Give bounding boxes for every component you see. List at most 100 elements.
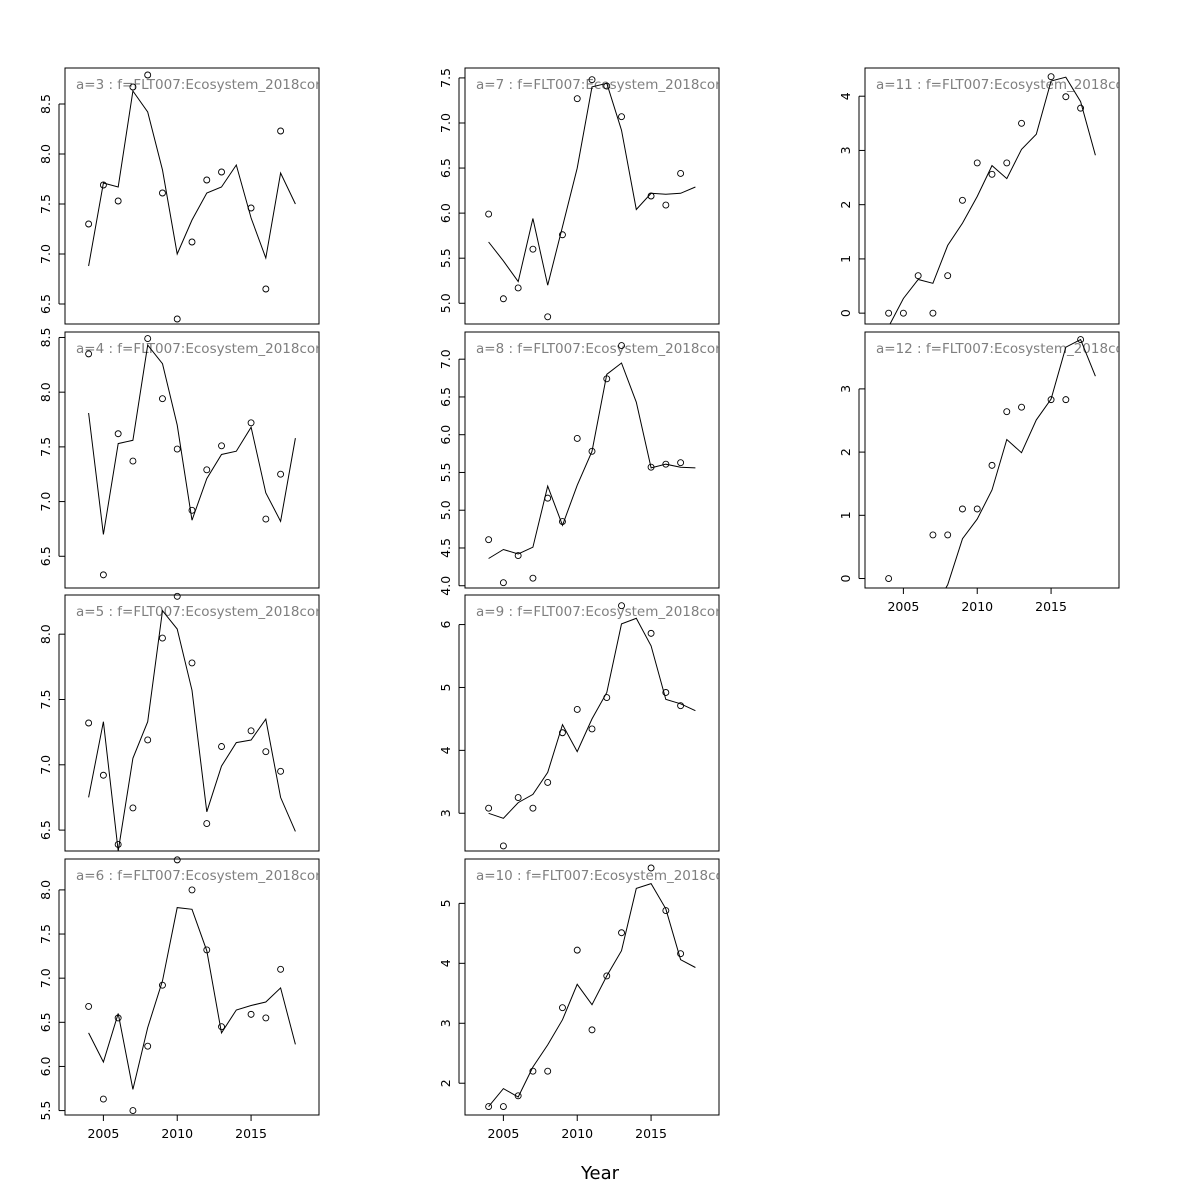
observed-point bbox=[1062, 93, 1070, 101]
fitted-line bbox=[488, 362, 696, 559]
y-tick-label: 7.5 bbox=[438, 68, 453, 88]
observed-point bbox=[129, 804, 137, 812]
observed-point bbox=[1018, 119, 1025, 127]
observed-point bbox=[173, 592, 181, 600]
observed-point bbox=[499, 579, 507, 587]
observed-point bbox=[588, 76, 596, 84]
panel: a=8 : f=FLT007:Ecosystem_2018cor 4.0 4.5 5.… bbox=[438, 331, 720, 596]
x-tick-label: 2015 bbox=[1035, 599, 1067, 614]
panel: a=6 : f=FLT007:Ecosystem_2018cor 5.5 6.0 6.… bbox=[38, 856, 321, 1141]
observed-point bbox=[603, 375, 611, 383]
observed-point bbox=[218, 1023, 225, 1031]
observed-point bbox=[647, 864, 655, 872]
observed-point bbox=[1003, 408, 1011, 416]
y-tick-label: 5 bbox=[438, 683, 453, 691]
y-tick-label: 7.0 bbox=[38, 492, 53, 512]
observed-point bbox=[973, 505, 981, 513]
observed-point bbox=[1077, 104, 1085, 112]
fitted-line bbox=[889, 76, 1096, 324]
observed-point bbox=[514, 552, 522, 559]
y-tick-label: 5.0 bbox=[438, 293, 453, 313]
observed-point bbox=[262, 515, 270, 523]
observed-point bbox=[129, 83, 137, 91]
y-tick-label: 6.5 bbox=[38, 294, 53, 314]
observed-point bbox=[218, 168, 225, 176]
panel: a=3 : f=FLT007:Ecosystem_2018cor 6.5 7.0 7.… bbox=[38, 67, 320, 325]
observed-point bbox=[277, 767, 285, 775]
observed-point bbox=[99, 181, 107, 189]
panel-label: a=4 : f=FLT007:Ecosystem_2018cor bbox=[76, 341, 321, 357]
observed-point bbox=[885, 309, 893, 317]
observed-point bbox=[485, 536, 493, 544]
observed-point bbox=[85, 220, 93, 228]
observed-point bbox=[544, 494, 552, 502]
observed-point bbox=[514, 1092, 522, 1100]
y-tick-label: 7.0 bbox=[38, 244, 53, 264]
observed-point bbox=[85, 1002, 93, 1010]
observed-point bbox=[559, 518, 566, 525]
observed-point bbox=[247, 419, 255, 427]
observed-point bbox=[173, 856, 181, 864]
observed-point bbox=[618, 929, 625, 937]
observed-point bbox=[99, 1095, 107, 1103]
y-tick-label: 4 bbox=[438, 959, 453, 967]
observed-point bbox=[944, 272, 952, 280]
plot-frame bbox=[464, 594, 720, 852]
panel-label: a=5 : f=FLT007:Ecosystem_2018cor bbox=[76, 604, 321, 620]
observed-point bbox=[203, 946, 211, 954]
observed-point bbox=[129, 1107, 137, 1115]
panel-label: a=6 : f=FLT007:Ecosystem_2018cor bbox=[76, 868, 321, 884]
observed-point bbox=[159, 981, 166, 989]
observed-point bbox=[544, 778, 552, 786]
observed-point bbox=[988, 170, 996, 178]
observed-point bbox=[485, 210, 493, 218]
observed-point bbox=[959, 505, 966, 513]
fitted-line bbox=[88, 343, 296, 535]
observed-point bbox=[1047, 396, 1055, 404]
observed-point bbox=[529, 574, 537, 582]
observed-point bbox=[1077, 336, 1085, 344]
observed-point bbox=[559, 1004, 566, 1012]
observed-point bbox=[1047, 73, 1055, 81]
observed-point bbox=[662, 689, 670, 696]
observed-point bbox=[218, 442, 225, 450]
panel: a=7 : f=FLT007:Ecosystem_2018cor 5.0 5.5 6.… bbox=[438, 67, 720, 325]
y-tick-label: 7.5 bbox=[38, 437, 53, 457]
y-tick-label: 4 bbox=[438, 746, 453, 754]
observed-point bbox=[544, 313, 552, 321]
observed-point bbox=[929, 309, 937, 317]
observed-point bbox=[99, 571, 107, 579]
fitted-line bbox=[945, 338, 1096, 588]
observed-point bbox=[973, 159, 981, 167]
panel: a=5 : f=FLT007:Ecosystem_2018cor 6.5 7.0 7.… bbox=[38, 592, 321, 852]
observed-point bbox=[114, 841, 122, 848]
observed-point bbox=[677, 702, 685, 710]
observed-point bbox=[144, 736, 152, 744]
observed-point bbox=[277, 470, 285, 478]
observed-point bbox=[573, 946, 581, 954]
panel-label: a=10 : f=FLT007:Ecosystem_2018cor bbox=[476, 868, 730, 884]
y-tick-label: 3 bbox=[838, 385, 853, 393]
panel-label: a=9 : f=FLT007:Ecosystem_2018cor bbox=[476, 604, 721, 620]
observed-point bbox=[647, 192, 655, 200]
observed-point bbox=[188, 238, 196, 246]
y-tick-label: 8.5 bbox=[38, 94, 53, 114]
y-tick-label: 6.0 bbox=[438, 425, 453, 445]
observed-point bbox=[188, 659, 196, 667]
y-tick-label: 5 bbox=[438, 899, 453, 907]
y-tick-label: 5.5 bbox=[438, 248, 453, 268]
observed-point bbox=[914, 272, 922, 280]
panel: a=10 : f=FLT007:Ecosystem_2018cor 2 3 4 5 200… bbox=[438, 858, 730, 1141]
observed-point bbox=[218, 743, 225, 750]
observed-point bbox=[144, 335, 152, 343]
observed-point bbox=[618, 342, 625, 350]
y-tick-label: 4 bbox=[838, 92, 853, 100]
x-tick-label: 2005 bbox=[487, 1126, 519, 1141]
y-tick-label: 8.0 bbox=[38, 880, 53, 900]
observed-point bbox=[514, 284, 522, 292]
panel-label: a=11 : f=FLT007:Ecosystem_2018cor bbox=[876, 77, 1130, 93]
observed-point bbox=[603, 972, 611, 980]
observed-point bbox=[247, 204, 255, 212]
x-tick-label: 2005 bbox=[887, 599, 919, 614]
